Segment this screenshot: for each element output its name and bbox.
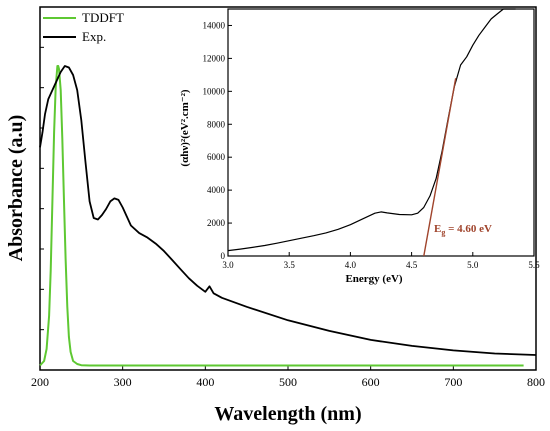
inset-chart: 3.0 3.5 4.0 4.5 5.0 5.5 0 2000 4000 6000 8000 1000… xyxy=(179,8,540,285)
inset-y-tick-label-12000: 12000 xyxy=(203,53,226,63)
inset-x-tick-label-4-5: 4.5 xyxy=(406,260,418,270)
main-x-tick-label-800: 800 xyxy=(527,375,545,389)
series-line-tddft xyxy=(39,65,524,367)
main-y-axis-title: Absorbance (a.u) xyxy=(5,115,27,262)
series-line-exp xyxy=(39,65,537,356)
band-gap-value: = 4.60 eV xyxy=(445,223,492,235)
main-x-tick-label-600: 600 xyxy=(362,375,380,389)
inset-tauc-curve xyxy=(227,8,516,252)
inset-y-tick-label-10000: 10000 xyxy=(203,86,226,96)
inset-x-tick-label-3-0: 3.0 xyxy=(222,260,234,270)
inset-y-tick-label-8000: 8000 xyxy=(207,119,226,129)
main-x-tick-label-500: 500 xyxy=(279,375,297,389)
main-y-ticks xyxy=(40,6,44,371)
inset-background xyxy=(228,9,534,256)
inset-linear-fit-line xyxy=(423,78,457,257)
inset-y-tick-label-0: 0 xyxy=(221,251,226,261)
inset-y-tick-label-4000: 4000 xyxy=(207,185,226,195)
inset-y-axis-title: (αhν)²(eV².cm⁻²) xyxy=(179,89,191,166)
main-series-layer xyxy=(39,65,537,367)
legend-entry-tddft: TDDFT xyxy=(43,10,124,25)
band-gap-symbol: E xyxy=(434,223,441,235)
main-chart: 200 300 400 500 600 700 800 Wavelength (nm) Ab… xyxy=(5,6,545,425)
band-gap-annotation: Eg = 4.60 eV xyxy=(434,223,492,237)
legend-entry-exp: Exp. xyxy=(43,29,106,44)
main-x-axis-title: Wavelength (nm) xyxy=(214,403,361,425)
inset-y-ticks: 0 2000 4000 6000 8000 10000 12000 14000 xyxy=(203,20,232,261)
inset-series-layer xyxy=(227,8,516,257)
band-gap-subscript: g xyxy=(441,228,445,237)
inset-y-tick-label-14000: 14000 xyxy=(203,20,226,30)
inset-plot-frame xyxy=(227,8,535,257)
inset-y-tick-label-6000: 6000 xyxy=(207,152,226,162)
legend: TDDFT Exp. xyxy=(43,10,124,44)
inset-x-axis-title: Energy (eV) xyxy=(345,273,402,285)
inset-y-tick-label-2000: 2000 xyxy=(207,218,226,228)
inset-x-tick-label-5-5: 5.5 xyxy=(528,260,540,270)
legend-label-tddft: TDDFT xyxy=(82,10,124,25)
legend-label-exp: Exp. xyxy=(82,29,106,44)
inset-x-tick-label-4-0: 4.0 xyxy=(345,260,357,270)
inset-x-ticks: 3.0 3.5 4.0 4.5 5.0 5.5 xyxy=(222,252,540,270)
main-x-tick-label-700: 700 xyxy=(444,375,462,389)
main-x-tick-label-200: 200 xyxy=(31,375,49,389)
inset-x-tick-label-3-5: 3.5 xyxy=(284,260,296,270)
main-x-ticks: 200 300 400 500 600 700 800 xyxy=(31,365,545,389)
main-x-tick-label-300: 300 xyxy=(114,375,132,389)
main-x-tick-label-400: 400 xyxy=(196,375,214,389)
inset-x-tick-label-5-0: 5.0 xyxy=(467,260,479,270)
